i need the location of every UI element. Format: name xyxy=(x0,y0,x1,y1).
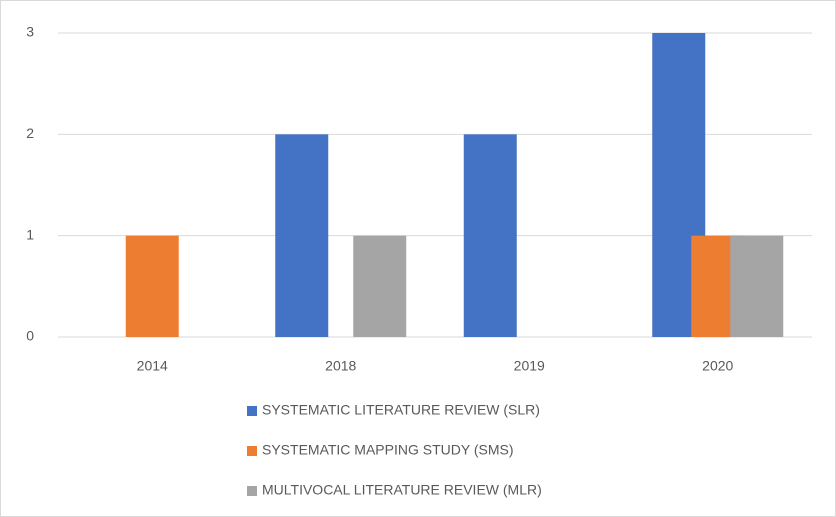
x-tick-label: 2018 xyxy=(325,358,356,374)
y-tick-label: 3 xyxy=(26,24,34,40)
legend-swatch xyxy=(247,406,257,416)
y-tick-label: 2 xyxy=(26,125,34,141)
x-tick-label: 2020 xyxy=(702,358,733,374)
bar xyxy=(275,134,329,337)
bar xyxy=(125,235,179,337)
y-tick-label: 1 xyxy=(26,226,34,242)
legend-label: MULTIVOCAL LITERATURE REVIEW (MLR) xyxy=(262,482,542,498)
x-tick-label: 2019 xyxy=(514,358,545,374)
bar xyxy=(353,235,407,337)
y-tick-label: 0 xyxy=(26,328,34,344)
legend-swatch xyxy=(247,486,257,496)
bar xyxy=(730,235,784,337)
bar xyxy=(463,134,517,337)
legend-label: SYSTEMATIC MAPPING STUDY (SMS) xyxy=(262,442,514,458)
legend-label: SYSTEMATIC LITERATURE REVIEW (SLR) xyxy=(262,402,540,418)
legend-swatch xyxy=(247,446,257,456)
x-tick-label: 2014 xyxy=(137,358,168,374)
